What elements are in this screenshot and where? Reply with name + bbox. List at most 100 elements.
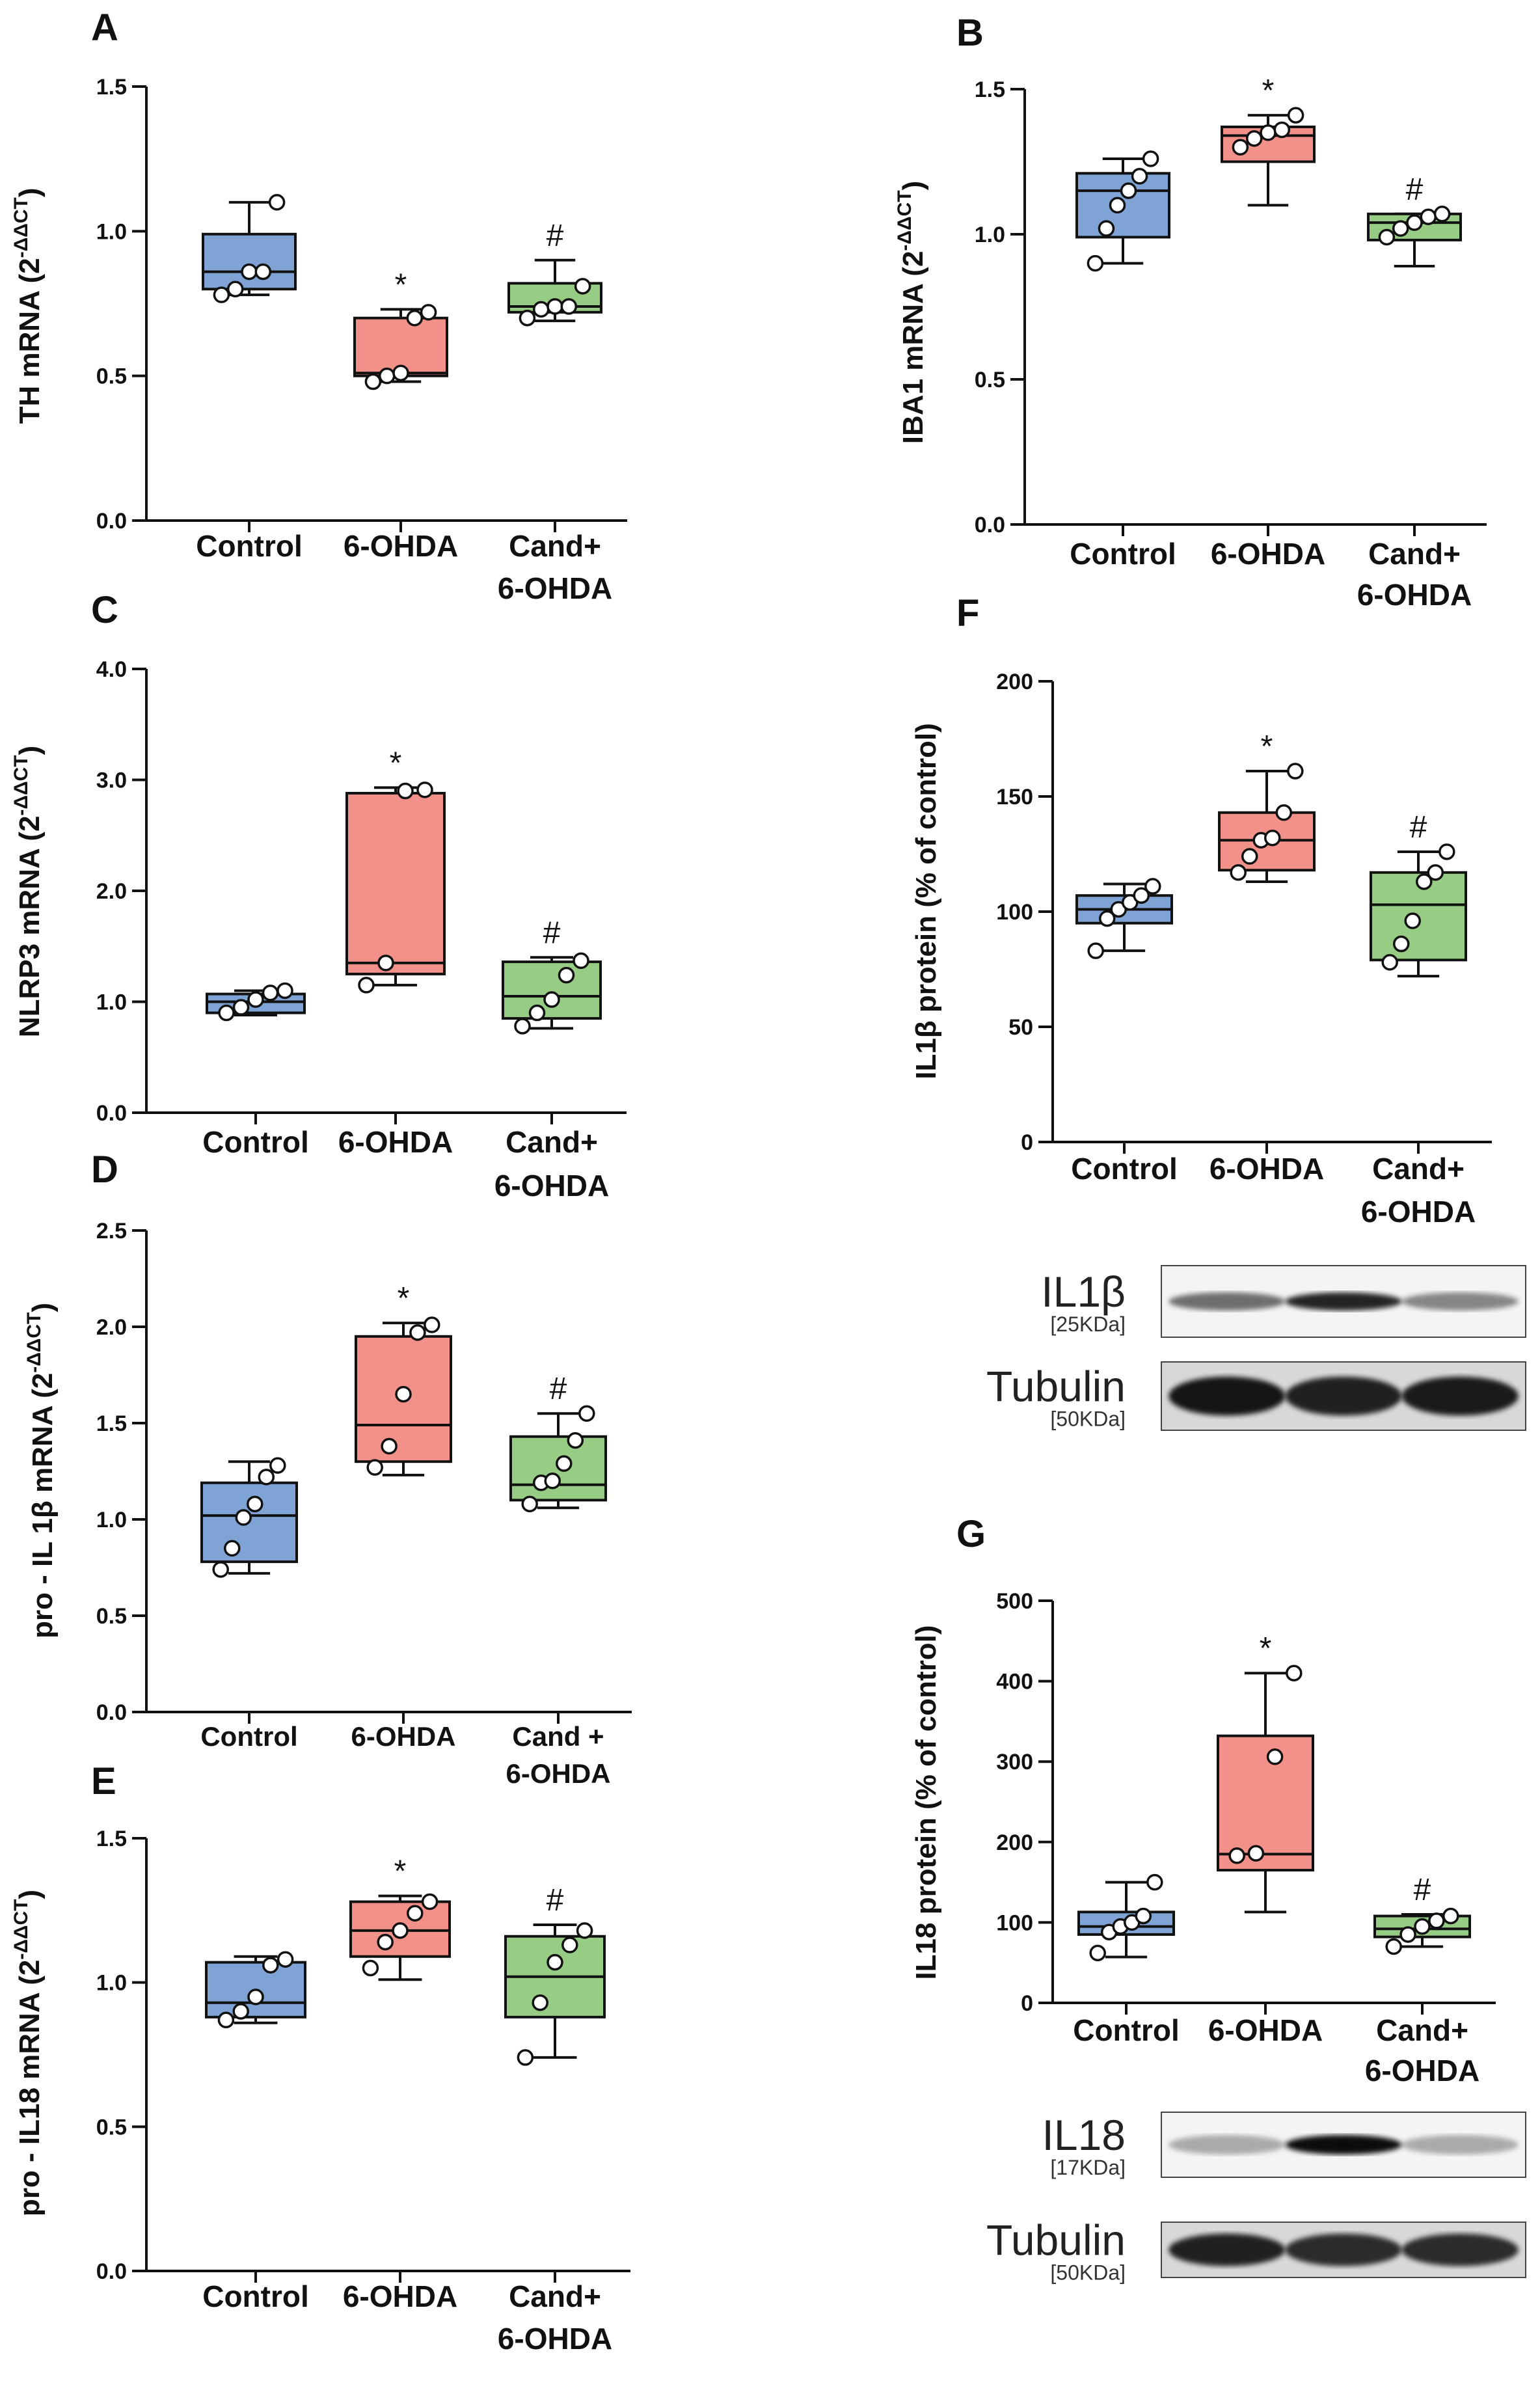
significance-marker: *: [394, 1855, 407, 1889]
x-category-label: Control: [202, 1125, 309, 1159]
box-cand-6-ohda: #: [507, 219, 602, 327]
western-blot-f: IL1β[25KDa] Tubulin[50KDa]: [986, 1265, 1526, 1431]
significance-marker: #: [543, 916, 561, 950]
y-tick-label: 1.0: [96, 219, 127, 244]
x-category-label: 6-OHDA: [1211, 537, 1325, 571]
data-point: [397, 782, 414, 800]
significance-marker: #: [1414, 1873, 1431, 1907]
data-point: [573, 952, 589, 970]
y-tick-label: 500: [996, 1589, 1033, 1614]
data-point: [1260, 124, 1277, 141]
box-control: [1075, 878, 1173, 959]
data-point: [558, 966, 575, 984]
blot-band: [1169, 1292, 1286, 1311]
y-axis-label-close: ): [27, 1303, 59, 1312]
significance-marker: #: [547, 1883, 564, 1918]
y-tick-label: 400: [996, 1670, 1033, 1694]
y-axis-label-close: ): [14, 746, 46, 755]
data-point: [1378, 228, 1396, 246]
data-point: [1087, 942, 1104, 959]
x-category-label-line2: 6-OHDA: [1365, 2054, 1479, 2087]
y-tick-label: 1.0: [96, 990, 127, 1015]
panel-label: B: [956, 12, 984, 54]
x-category-label: Cand+: [1368, 537, 1461, 571]
data-point: [1406, 214, 1423, 231]
data-point: [1098, 910, 1116, 927]
x-category-label: Cand+: [1372, 1152, 1465, 1186]
data-point: [1433, 206, 1451, 223]
box-cand-6-ohda: #: [504, 1883, 606, 2066]
y-tick-label: 0.5: [96, 2115, 127, 2140]
data-point: [1385, 1938, 1402, 1955]
x-category-label: Cand+: [509, 2279, 601, 2313]
data-point: [226, 280, 244, 298]
data-point: [547, 298, 563, 315]
y-axis-label: IBA1 mRNA (2-ΔΔCT): [894, 181, 929, 444]
box-cand-6-ohda: #: [1370, 810, 1467, 978]
box-6-ohda: *: [353, 267, 448, 390]
box-control: [205, 1951, 306, 2029]
data-point: [1381, 954, 1398, 971]
y-tick-label: 0.0: [975, 513, 1005, 537]
y-tick-label: 150: [996, 785, 1033, 809]
data-point: [517, 2049, 534, 2066]
data-point: [1416, 873, 1433, 890]
blot-row-target: IL18[17KDa]: [1042, 2111, 1526, 2179]
data-point: [1230, 864, 1247, 881]
significance-marker: #: [1406, 172, 1424, 207]
y-axis-label-superscript: -ΔΔCT: [10, 197, 32, 258]
blot-molecular-weight: [17KDa]: [1050, 2156, 1126, 2179]
blot-molecular-weight: [50KDa]: [1050, 1407, 1126, 1431]
y-tick-label: 1.5: [96, 75, 127, 100]
significance-marker: #: [550, 1372, 567, 1406]
data-point: [1146, 1873, 1163, 1891]
western-blot-g: IL18[17KDa] Tubulin[50KDa]: [986, 2111, 1526, 2285]
data-point: [574, 278, 591, 295]
blot-molecular-weight: [25KDa]: [1050, 1312, 1126, 1336]
data-point: [392, 1922, 409, 1939]
significance-marker: *: [390, 746, 402, 780]
box-iqr: [202, 232, 297, 291]
data-point: [1273, 121, 1291, 139]
data-point: [277, 982, 293, 999]
y-tick-label: 100: [996, 1910, 1033, 1935]
data-point: [1135, 1907, 1152, 1925]
data-point: [1287, 107, 1304, 124]
y-tick-label: 200: [996, 670, 1033, 694]
y-axis-label: TH mRNA (2-ΔΔCT): [10, 188, 46, 424]
data-point: [213, 286, 230, 303]
data-point: [567, 1432, 584, 1449]
y-axis-label-main: IL1β protein (% of control): [910, 723, 942, 1080]
data-point: [1131, 168, 1148, 185]
data-point: [416, 781, 433, 798]
data-point: [269, 1457, 286, 1474]
y-axis-label: IL18 protein (% of control): [910, 1625, 942, 1979]
y-tick-label: 1.5: [975, 77, 1005, 102]
data-point: [362, 1959, 379, 1977]
y-tick-label: 300: [996, 1750, 1033, 1774]
x-category-label: Cand +: [512, 1721, 604, 1752]
y-tick-label: 50: [1008, 1015, 1033, 1040]
y-tick-label: 200: [996, 1830, 1033, 1855]
data-point: [1427, 864, 1444, 881]
x-category-label: Control: [202, 2279, 309, 2313]
y-axis-label-superscript: -ΔΔCT: [23, 1312, 45, 1373]
box-cand-6-ohda: #: [502, 916, 602, 1035]
panel-label: E: [91, 1760, 116, 1802]
y-axis-label: pro - IL 1β mRNA (2-ΔΔCT): [23, 1303, 59, 1638]
data-point: [395, 1385, 412, 1403]
data-point: [547, 1953, 563, 1971]
blot-band: [1401, 1292, 1519, 1311]
chart-panel-b: B 0.0 0.5 1.0 1.5 IBA1 mRNA (2-ΔΔCT) * # Control…: [894, 12, 1487, 612]
panel-label: A: [91, 7, 118, 49]
chart-panel-c: C 0.0 1.0 2.0 3.0 4.0 NLRP3 mRNA (2-ΔΔCT) * # Con…: [10, 589, 627, 1203]
data-point: [358, 977, 375, 994]
data-point: [381, 1437, 398, 1455]
blot-row-loading: Tubulin[50KDa]: [986, 1361, 1526, 1431]
data-point: [1399, 1926, 1416, 1943]
y-axis-label-close: ): [14, 1890, 46, 1899]
x-category-label: Control: [200, 1721, 297, 1752]
data-point: [1287, 763, 1304, 780]
data-point: [578, 1405, 595, 1422]
